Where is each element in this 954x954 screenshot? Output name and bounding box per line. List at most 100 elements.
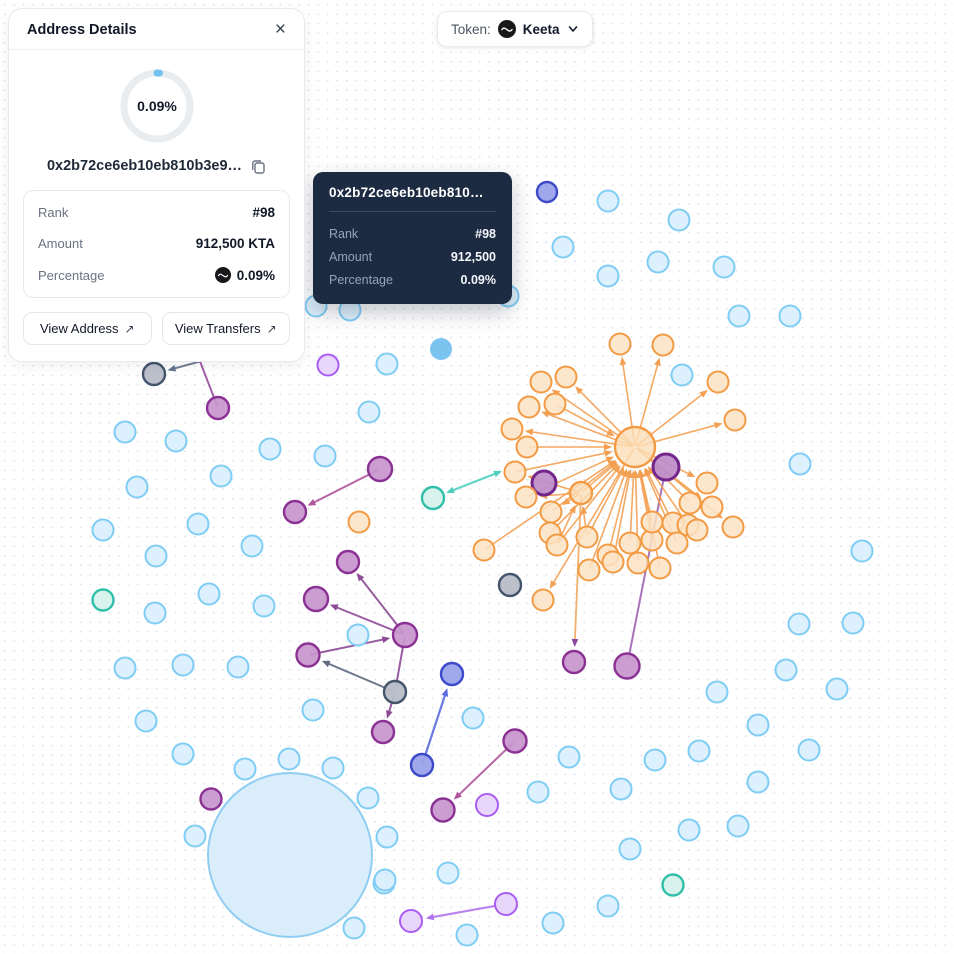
bubble-node[interactable] [347,510,371,534]
bubble-node[interactable] [515,435,539,459]
bubble-node[interactable] [700,495,724,519]
bubble-node[interactable] [430,797,456,823]
bubble-node[interactable] [575,525,599,549]
bubble-node[interactable] [646,250,670,274]
bubble-node[interactable] [721,515,745,539]
bubble-node[interactable] [626,551,650,575]
bubble-node[interactable] [643,748,667,772]
bubble-node[interactable] [356,786,380,810]
bubble-node[interactable] [357,400,381,424]
bubble-node[interactable] [252,594,276,618]
bubble-node[interactable] [541,911,565,935]
bubble-node[interactable] [207,772,373,938]
bubble-node[interactable] [171,742,195,766]
bubble-node[interactable] [313,444,337,468]
bubble-node[interactable] [186,512,210,536]
bubble-node[interactable] [455,923,479,947]
bubble-node[interactable] [727,304,751,328]
bubble-node[interactable] [500,417,524,441]
bubble-node[interactable] [687,739,711,763]
bubble-node[interactable] [596,894,620,918]
bubble-node[interactable] [258,437,282,461]
bubble-node[interactable] [420,485,446,511]
bubble-node[interactable] [143,601,167,625]
bubble-node[interactable] [514,485,538,509]
bubble-node[interactable] [113,656,137,680]
bubble-node[interactable] [439,661,465,687]
bubble-node[interactable] [301,698,325,722]
bubble-node[interactable] [797,738,821,762]
bubble-node[interactable] [171,653,195,677]
bubble-node[interactable] [366,455,394,483]
bubble-node[interactable] [113,420,137,444]
bubble-node[interactable] [199,787,223,811]
bubble-node[interactable] [226,655,250,679]
bubble-node[interactable] [596,189,620,213]
bubble-node[interactable] [430,338,452,360]
bubble-node[interactable] [472,538,496,562]
bubble-node[interactable] [726,814,750,838]
bubble-node[interactable] [554,365,578,389]
bubble-node[interactable] [461,706,485,730]
bubble-node[interactable] [316,353,340,377]
bubble-node[interactable] [543,392,567,416]
bubble-node[interactable] [850,539,874,563]
bubble-node[interactable] [685,518,709,542]
bubble-node[interactable] [557,745,581,769]
bubble-node[interactable] [535,180,559,204]
bubble-node[interactable] [494,892,518,916]
bubble-node[interactable] [613,425,657,469]
bubble-node[interactable] [373,868,397,892]
bubble-node[interactable] [134,709,158,733]
bubble-node[interactable] [825,677,849,701]
bubble-node[interactable] [601,550,625,574]
bubble-node[interactable] [706,370,730,394]
bubble-node[interactable] [705,680,729,704]
bubble-node[interactable] [746,713,770,737]
bubble-node[interactable] [551,235,575,259]
bubble-node[interactable] [529,370,553,394]
bubble-node[interactable] [295,642,321,668]
bubble-node[interactable] [91,588,115,612]
bubble-node[interactable] [164,429,188,453]
bubble-node[interactable] [712,255,736,279]
bubble-node[interactable] [561,649,587,675]
bubble-node[interactable] [774,658,798,682]
bubble-node[interactable] [618,531,642,555]
bubble-node[interactable] [545,533,569,557]
bubble-node[interactable] [841,611,865,635]
bubble-node[interactable] [346,623,370,647]
bubble-node[interactable] [277,747,301,771]
bubble-node[interactable] [596,264,620,288]
bubble-node[interactable] [197,582,221,606]
token-selector[interactable]: Token: Keeta [437,11,593,47]
bubble-node[interactable] [375,352,399,376]
bubble-node[interactable] [787,612,811,636]
bubble-node[interactable] [640,510,664,534]
bubble-node[interactable] [382,679,408,705]
bubble-node[interactable] [568,480,594,506]
bubble-node[interactable] [517,395,541,419]
bubble-node[interactable] [282,499,308,525]
bubble-node[interactable] [667,208,691,232]
bubble-node[interactable] [141,361,167,387]
bubble-node[interactable] [391,621,419,649]
close-icon[interactable]: × [274,19,286,40]
bubble-node[interactable] [503,460,527,484]
bubble-node[interactable] [530,469,558,497]
bubble-node[interactable] [125,475,149,499]
bubble-node[interactable] [531,588,555,612]
bubble-node[interactable] [205,395,231,421]
bubble-node[interactable] [577,558,601,582]
bubble-node[interactable] [670,363,694,387]
view-address-button[interactable]: View Address ↗ [23,312,152,345]
bubble-node[interactable] [399,909,423,933]
bubble-node[interactable] [144,544,168,568]
bubble-node[interactable] [539,500,563,524]
bubble-node[interactable] [209,464,233,488]
bubble-node[interactable] [651,333,675,357]
bubble-node[interactable] [436,861,460,885]
bubble-node[interactable] [695,471,719,495]
bubble-node[interactable] [526,780,550,804]
